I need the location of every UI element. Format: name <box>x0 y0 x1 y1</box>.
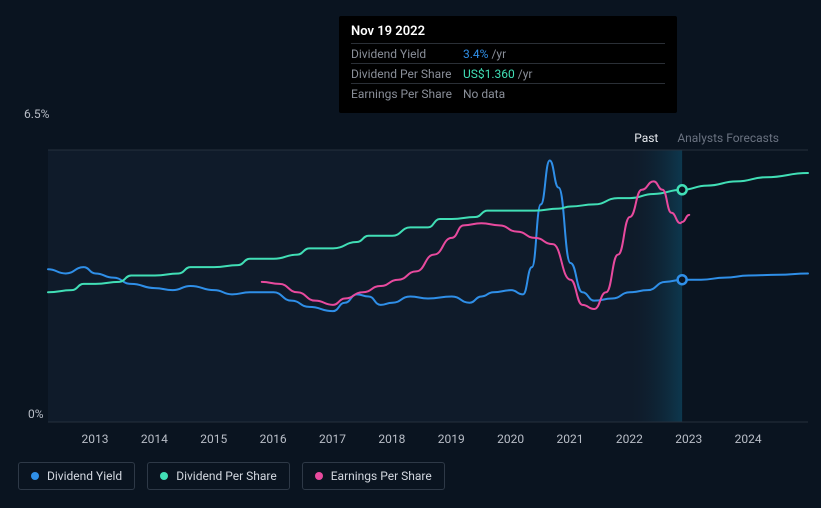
legend-label: Dividend Yield <box>47 469 122 483</box>
tooltip-row-value: 3.4% <box>463 47 488 61</box>
x-tick: 2019 <box>438 432 465 446</box>
x-tick: 2015 <box>200 432 227 446</box>
legend-dot-icon <box>315 472 323 480</box>
x-tick: 2018 <box>378 432 405 446</box>
x-tick: 2013 <box>82 432 109 446</box>
x-tick: 2020 <box>497 432 524 446</box>
legend: Dividend Yield Dividend Per Share Earnings… <box>18 462 445 490</box>
tooltip-date: Nov 19 2022 <box>351 24 665 43</box>
legend-dot-icon <box>160 472 168 480</box>
x-tick: 2014 <box>141 432 168 446</box>
legend-dot-icon <box>31 472 39 480</box>
x-tick: 2021 <box>557 432 584 446</box>
x-tick: 2023 <box>675 432 702 446</box>
y-tick-max: 6.5% <box>24 107 49 121</box>
legend-item-earnings_per_share[interactable]: Earnings Per Share <box>302 462 445 490</box>
tooltip-row-label: Dividend Per Share <box>351 67 463 81</box>
x-tick: 2016 <box>260 432 287 446</box>
legend-item-dividend_yield[interactable]: Dividend Yield <box>18 462 135 490</box>
tooltip-row-suffix: /yr <box>518 67 533 81</box>
legend-item-dividend_per_share[interactable]: Dividend Per Share <box>147 462 290 490</box>
tooltip-row-value: No data <box>463 87 505 101</box>
tooltip-row: Dividend Per ShareUS$1.360/yr <box>351 63 665 83</box>
x-tick: 2017 <box>319 432 346 446</box>
period-forecast-label: Analysts Forecasts <box>677 131 779 145</box>
x-tick: 2024 <box>735 432 762 446</box>
tooltip-row: Earnings Per ShareNo data <box>351 83 665 103</box>
tooltip-row-label: Earnings Per Share <box>351 87 463 101</box>
chart-root: 6.5% 0% 2013 2014 2015 2016 2017 2018 2019 2020… <box>0 0 821 508</box>
tooltip-row-value: US$1.360 <box>463 67 515 81</box>
period-past-label: Past <box>634 131 658 145</box>
legend-label: Dividend Per Share <box>176 469 277 483</box>
legend-label: Earnings Per Share <box>331 469 432 483</box>
x-tick: 2022 <box>616 432 643 446</box>
tooltip-row-suffix: /yr <box>491 47 506 61</box>
tooltip-row-label: Dividend Yield <box>351 47 463 61</box>
chart-tooltip: Nov 19 2022 Dividend Yield3.4%/yrDividen… <box>339 16 677 113</box>
tooltip-row: Dividend Yield3.4%/yr <box>351 43 665 63</box>
y-tick-min: 0% <box>28 407 44 421</box>
period-labels: Past Analysts Forecasts <box>634 131 779 145</box>
